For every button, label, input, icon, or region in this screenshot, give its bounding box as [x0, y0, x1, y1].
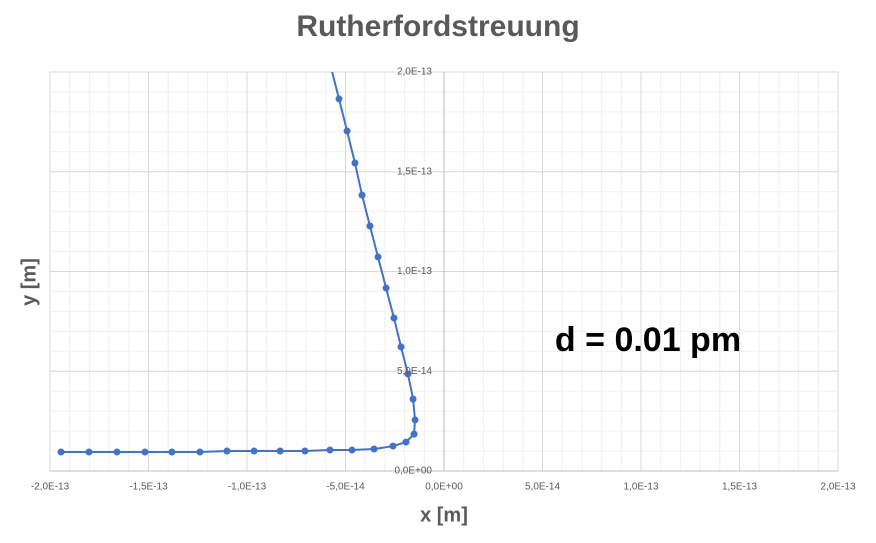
y-tick-label: 2,0E-13	[397, 67, 432, 78]
data-point	[343, 127, 351, 135]
data-point	[404, 370, 412, 378]
data-point	[402, 438, 410, 446]
data-point	[326, 446, 334, 454]
data-point	[276, 447, 284, 455]
x-tick-label: 1,0E-13	[623, 482, 658, 493]
x-tick-label: -2,0E-13	[31, 482, 70, 493]
data-point	[366, 222, 374, 230]
y-axis-title: y [m]	[18, 258, 40, 306]
y-tick-label: 0,0E+00	[394, 466, 432, 477]
data-point	[196, 448, 204, 456]
data-point	[335, 95, 343, 103]
data-point	[250, 447, 258, 455]
x-axis-title: x [m]	[420, 504, 468, 526]
data-point	[351, 159, 359, 167]
data-point	[168, 448, 176, 456]
data-point	[348, 446, 356, 454]
x-tick-label: 5,0E-14	[525, 482, 560, 493]
data-point	[85, 448, 93, 456]
data-point	[113, 448, 121, 456]
x-tick-label: 2,0E-13	[820, 482, 855, 493]
x-tick-label: -1,0E-13	[228, 482, 267, 493]
annotation: d = 0.01 pm	[555, 321, 741, 359]
data-point	[409, 395, 417, 403]
data-point	[141, 448, 149, 456]
x-tick-label: 0,0E+00	[425, 482, 463, 493]
y-tick-label: 5,0E-14	[397, 366, 432, 377]
data-point	[57, 448, 65, 456]
data-point	[358, 191, 366, 199]
data-point	[390, 314, 398, 322]
plot	[57, 72, 419, 456]
chart-title: Rutherfordstreuung	[296, 10, 579, 43]
data-point	[411, 416, 419, 424]
data-point	[370, 445, 378, 453]
data-point	[389, 442, 397, 450]
data-point	[301, 447, 309, 455]
y-tick-label: 1,0E-13	[397, 266, 432, 277]
x-tick-label: 1,5E-13	[722, 482, 757, 493]
grid	[49, 71, 839, 472]
x-tick-label: -5,0E-14	[326, 482, 365, 493]
data-point	[382, 284, 390, 292]
y-tick-label: 1,5E-13	[397, 166, 432, 177]
data-point	[223, 447, 231, 455]
data-point	[410, 430, 418, 438]
data-point	[397, 343, 405, 351]
x-tick-label: -1,5E-13	[129, 482, 168, 493]
data-point	[374, 253, 382, 261]
